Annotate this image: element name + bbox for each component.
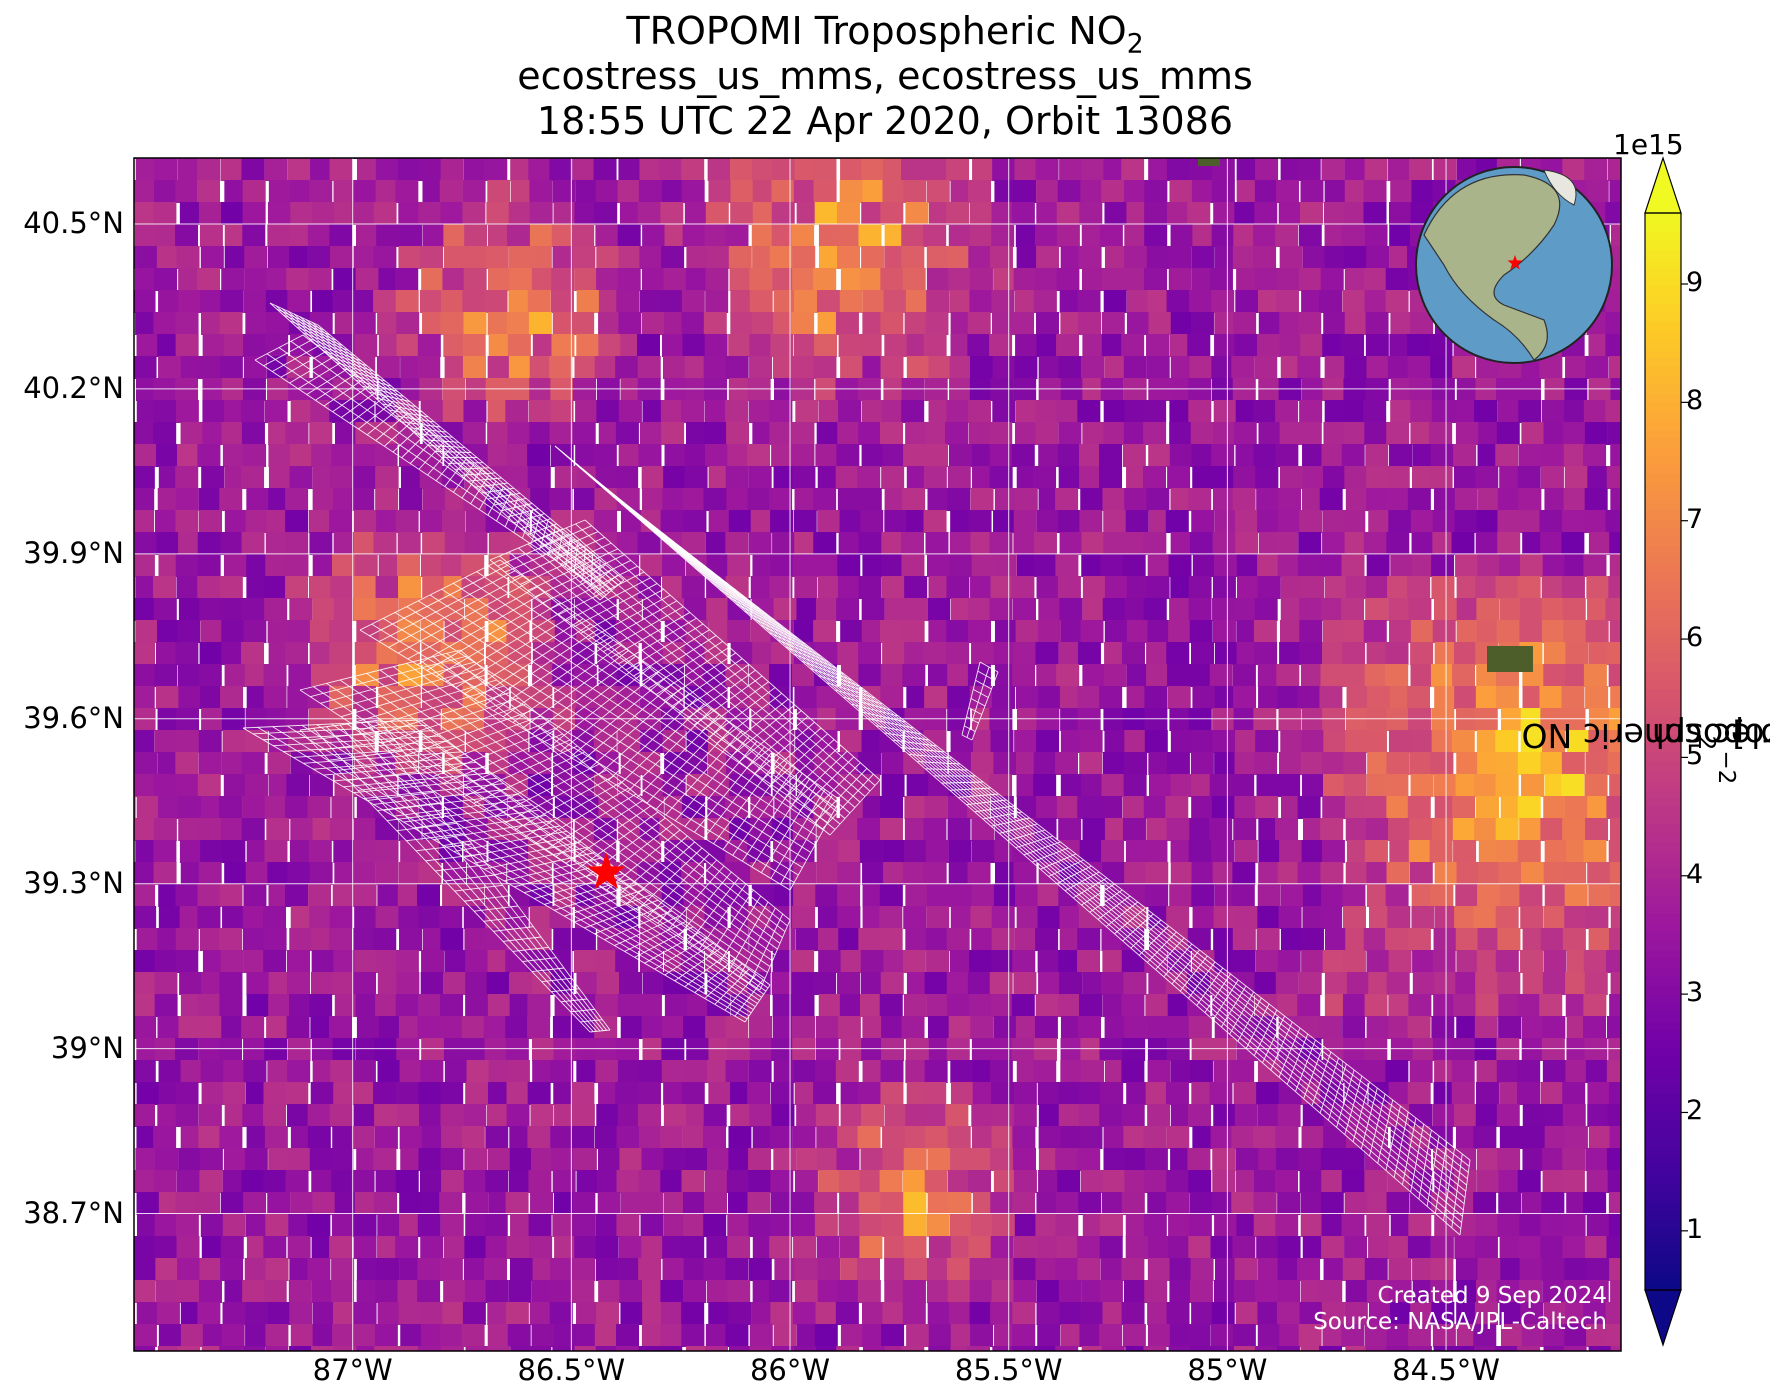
globe-star-icon xyxy=(1507,255,1523,270)
colorbar-tick-label: 1 xyxy=(1686,1213,1704,1245)
colorbar-tick-label: 9 xyxy=(1686,267,1704,298)
colorbar-tick-label: 7 xyxy=(1686,503,1704,535)
colorbar-extend-min xyxy=(1644,1289,1682,1347)
title-subscript: 2 xyxy=(1126,28,1144,60)
longitude-tick-label: 85.5°W xyxy=(954,1353,1063,1387)
colorbar xyxy=(1644,156,1688,1347)
colorbar-label-units: [molec cm xyxy=(1651,716,1770,756)
colorbar-tick-label: 8 xyxy=(1686,385,1704,417)
longitude-tick-label: 86°W xyxy=(749,1353,831,1387)
created-date: Created 9 Sep 2024 xyxy=(1377,1283,1607,1309)
colorbar-tick-label: 2 xyxy=(1686,1095,1704,1127)
footprint-mesh xyxy=(961,661,999,741)
longitude-tick-label: 84.5°W xyxy=(1392,1353,1500,1387)
ecostress-footprint-grid xyxy=(242,302,1471,1236)
latitude-tick-label: 39.9°N xyxy=(23,535,124,570)
colorbar-tick-label: 4 xyxy=(1686,858,1704,890)
latitude-tick-label: 38.7°N xyxy=(23,1195,124,1230)
latitude-tick-label: 40.5°N xyxy=(23,205,124,240)
colorbar-label-close: ] xyxy=(1732,716,1746,756)
greenland-landmass xyxy=(1543,169,1577,206)
colorbar-tick-label: 6 xyxy=(1686,622,1704,654)
footprint-mesh xyxy=(269,302,625,601)
title-text: TROPOMI Tropospheric NO xyxy=(626,9,1127,53)
map-gridlines xyxy=(134,158,1621,1351)
credits: Created 9 Sep 2024 Source: NASA/JPL-Calt… xyxy=(1107,1283,1607,1335)
latitude-tick-label: 39.3°N xyxy=(23,865,124,900)
figure-title-line-3: 18:55 UTC 22 Apr 2020, Orbit 13086 xyxy=(536,99,1234,143)
colorbar-label-sup: −2 xyxy=(1712,750,1739,785)
data-source: Source: NASA/JPL-Caltech xyxy=(1313,1309,1607,1335)
map-frame xyxy=(133,157,1622,1352)
longitude-tick-label: 87°W xyxy=(312,1353,393,1387)
figure-title-line-2: ecostress_us_mms, ecostress_us_mms xyxy=(517,54,1253,98)
no2-pixel-field xyxy=(134,158,1621,1351)
north-america-landmass xyxy=(1423,174,1561,361)
latitude-tick-label: 40.2°N xyxy=(23,370,124,405)
footprint-mesh xyxy=(554,445,1471,1236)
globe-inset xyxy=(1415,166,1613,364)
longitude-tick-label: 86.5°W xyxy=(517,1353,626,1387)
footprint-mesh xyxy=(299,719,611,1033)
latitude-tick-label: 39°N xyxy=(50,1030,124,1065)
footprint-mesh xyxy=(359,559,841,891)
latitude-tick-label: 39.6°N xyxy=(23,700,124,735)
footprint-mesh xyxy=(299,649,791,991)
colorbar-extend-max xyxy=(1644,156,1682,214)
longitude-tick-label: 85°W xyxy=(1187,1353,1268,1387)
footprint-mesh xyxy=(242,719,771,1023)
target-site-marker xyxy=(587,852,626,889)
colorbar-tick-label: 5 xyxy=(1686,740,1704,772)
target-star-icon xyxy=(587,852,626,889)
colorbar-exponent: 1e15 xyxy=(1613,128,1684,161)
figure-title-line-1: TROPOMI Tropospheric NO2 xyxy=(0,8,1770,68)
colorbar-tick-label: 3 xyxy=(1686,977,1704,1009)
